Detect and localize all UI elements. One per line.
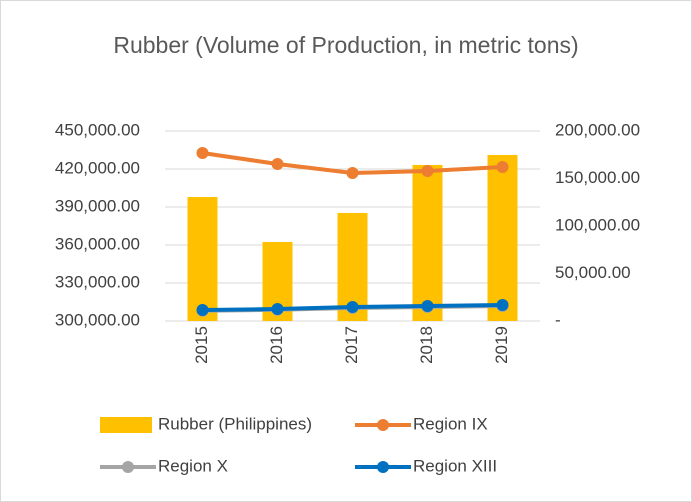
x-tick-label: 2017 — [342, 326, 361, 364]
y2-tick-label: 150,000.00 — [555, 168, 640, 187]
legend-label: Region X — [158, 456, 228, 475]
marker — [271, 157, 284, 170]
marker — [421, 299, 434, 312]
legend-label: Region IX — [413, 414, 488, 433]
legend-marker — [377, 461, 389, 473]
legend-label: Region XIII — [413, 456, 497, 475]
marker — [346, 301, 359, 314]
y-tick-label: 390,000.00 — [55, 196, 140, 215]
bar — [412, 164, 443, 321]
x-tick-label: 2016 — [267, 326, 286, 364]
marker — [196, 147, 209, 160]
y-tick-label: 300,000.00 — [55, 310, 140, 329]
marker — [346, 166, 359, 179]
bar — [187, 196, 218, 321]
chart-title: Rubber (Volume of Production, in metric … — [113, 32, 579, 58]
x-tick-label: 2019 — [492, 326, 511, 364]
legend-marker — [122, 461, 134, 473]
marker — [196, 303, 209, 316]
x-tick-label: 2015 — [192, 326, 211, 364]
y-tick-label: 360,000.00 — [55, 234, 140, 253]
legend-label: Rubber (Philippines) — [158, 414, 312, 433]
marker — [496, 299, 509, 312]
y-tick-label: 450,000.00 — [55, 120, 140, 139]
legend-swatch — [100, 417, 152, 433]
y2-tick-label: 50,000.00 — [555, 263, 631, 282]
y-tick-label: 330,000.00 — [55, 272, 140, 291]
y2-tick-label: 100,000.00 — [555, 215, 640, 234]
legend-marker — [377, 419, 389, 431]
marker — [496, 161, 509, 174]
marker — [271, 303, 284, 316]
x-tick-label: 2018 — [417, 326, 436, 364]
marker — [421, 164, 434, 177]
y-tick-label: 420,000.00 — [55, 158, 140, 177]
bar — [487, 154, 518, 321]
y2-tick-label: 200,000.00 — [555, 120, 640, 139]
y2-tick-label: - — [555, 310, 561, 329]
